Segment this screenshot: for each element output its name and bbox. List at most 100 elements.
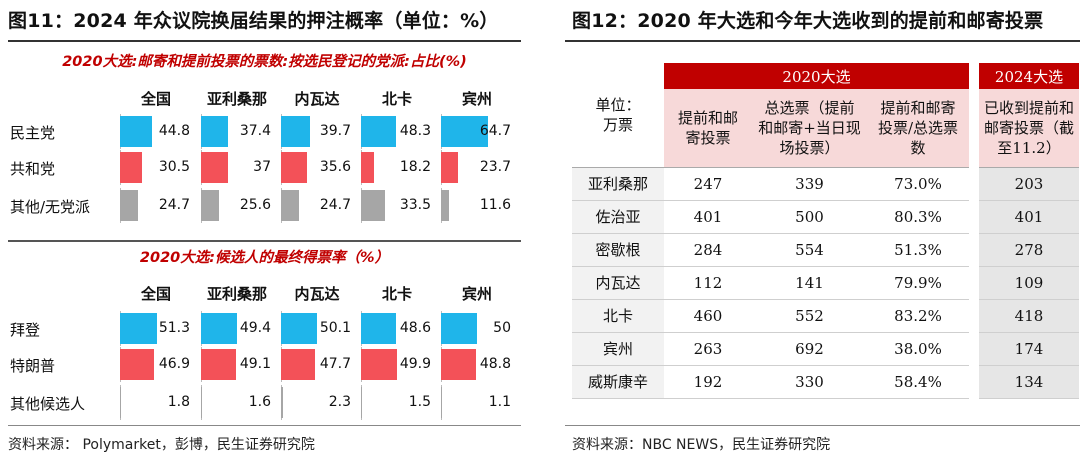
party-share-title: 2020大选:邮寄和提前投票的票数:按选民登记的党派:占比(%) xyxy=(62,54,467,70)
party-share-bar-value: 23.7 xyxy=(479,159,511,175)
fig11-top-rule xyxy=(8,40,521,42)
candidate-share-bar-value: 1.1 xyxy=(488,394,511,410)
candidate-share-col-header: 内瓦达 xyxy=(294,285,340,303)
early-cell: 247 xyxy=(664,167,752,201)
fig12-source: 资料来源：NBC NEWS，民生证券研究院 xyxy=(572,437,831,453)
received-cell: 174 xyxy=(979,332,1079,366)
party-share-bar xyxy=(120,116,153,147)
col-header-early: 提前和邮寄投票 xyxy=(664,89,752,168)
candidate-share-bar-value: 1.6 xyxy=(248,394,271,410)
candidate-share-bar xyxy=(120,313,157,344)
candidate-share-bar-value: 49.4 xyxy=(239,320,271,336)
candidate-share-row-label: 拜登 xyxy=(10,321,41,339)
fig12-top-rule xyxy=(565,40,1080,42)
col-header-share: 提前和邮寄投票/总选票数 xyxy=(867,89,969,168)
section-divider xyxy=(8,240,521,242)
party-share-row-label: 共和党 xyxy=(10,160,56,178)
fig11-source: 资料来源： Polymarket，彭博，民生证券研究院 xyxy=(8,437,315,453)
party-share-bar xyxy=(120,190,138,221)
total-cell: 554 xyxy=(752,233,867,267)
candidate-share-title: 2020大选:候选人的最终得票率（%） xyxy=(139,250,390,266)
party-share-col-header: 北卡 xyxy=(381,90,412,108)
party-share-bar-value: 37 xyxy=(253,159,271,175)
unit-label-cell: 单位：万票 xyxy=(572,63,664,168)
party-share-bar xyxy=(441,116,488,147)
received-cell: 109 xyxy=(979,266,1079,300)
party-share-bar-value: 39.7 xyxy=(319,123,351,139)
fig12-table: 单位：万票 2020大选 2024大选 提前和邮寄投票 总选票（提前和邮寄+当日… xyxy=(572,63,1079,399)
candidate-share-bar-value: 49.1 xyxy=(239,356,271,372)
candidate-share-bar xyxy=(281,349,316,380)
party-share-row-label: 其他/无党派 xyxy=(10,198,91,216)
state-cell: 威斯康辛 xyxy=(572,365,664,399)
fig12-bottom-rule xyxy=(565,425,1080,426)
fig12-title: 图12：2020 年大选和今年大选收到的提前和邮寄投票 xyxy=(572,10,1044,32)
early-cell: 192 xyxy=(664,365,752,399)
candidate-share-bar-value: 1.8 xyxy=(167,394,190,410)
party-share-bar xyxy=(361,152,375,183)
party-share-bar xyxy=(361,116,396,147)
table-row: 内瓦达 112 141 79.9% 109 xyxy=(572,266,1079,300)
early-cell: 284 xyxy=(664,233,752,267)
party-share-bar-value: 25.6 xyxy=(239,197,271,213)
share-cell: 79.9% xyxy=(867,266,969,300)
party-share-bar-value: 24.7 xyxy=(158,197,190,213)
candidate-share-bar-value: 50.1 xyxy=(319,320,351,336)
candidate-share-bar-value: 46.9 xyxy=(158,356,190,372)
candidate-share-bar xyxy=(201,349,237,380)
total-cell: 552 xyxy=(752,299,867,333)
candidate-share-bar xyxy=(281,313,318,344)
candidate-share-bar xyxy=(201,313,237,344)
state-cell: 密歇根 xyxy=(572,233,664,267)
group-2020-header: 2020大选 xyxy=(664,63,969,89)
candidate-share-bar-value: 47.7 xyxy=(319,356,351,372)
early-cell: 401 xyxy=(664,200,752,234)
party-share-col-header: 宾州 xyxy=(461,90,492,108)
candidate-share-bar xyxy=(441,313,477,344)
table-row: 威斯康辛 192 330 58.4% 134 xyxy=(572,365,1079,399)
share-cell: 80.3% xyxy=(867,200,969,234)
unit-label: 单位：万票 xyxy=(595,95,641,134)
party-share-bar-value: 64.7 xyxy=(479,123,511,139)
received-cell: 203 xyxy=(979,167,1079,201)
candidate-share-col-header: 亚利桑那 xyxy=(206,285,267,303)
table-row: 亚利桑那 247 339 73.0% 203 xyxy=(572,167,1079,201)
candidate-share-col-header: 宾州 xyxy=(461,285,492,303)
party-share-bar xyxy=(441,190,450,221)
share-cell: 73.0% xyxy=(867,167,969,201)
share-cell: 58.4% xyxy=(867,365,969,399)
share-cell: 83.2% xyxy=(867,299,969,333)
state-cell: 佐治亚 xyxy=(572,200,664,234)
total-cell: 141 xyxy=(752,266,867,300)
candidate-share-bar xyxy=(361,387,363,418)
table-row: 密歇根 284 554 51.3% 278 xyxy=(572,233,1079,267)
state-cell: 宾州 xyxy=(572,332,664,366)
candidate-share-bar xyxy=(281,387,283,418)
party-share-bar-value: 24.7 xyxy=(319,197,351,213)
candidate-share-bar-value: 48.8 xyxy=(479,356,511,372)
party-share-bar-value: 18.2 xyxy=(399,159,431,175)
party-share-bar-value: 35.6 xyxy=(319,159,351,175)
total-cell: 330 xyxy=(752,365,867,399)
candidate-share-col-header: 北卡 xyxy=(381,285,412,303)
party-share-bar-value: 48.3 xyxy=(399,123,431,139)
early-cell: 460 xyxy=(664,299,752,333)
fig11-bottom-rule xyxy=(8,425,521,426)
candidate-share-bar-value: 50 xyxy=(493,320,511,336)
candidate-share-bar-value: 49.9 xyxy=(399,356,431,372)
candidate-share-bar xyxy=(120,349,154,380)
state-cell: 内瓦达 xyxy=(572,266,664,300)
candidate-share-bar xyxy=(441,387,442,418)
party-share-bar xyxy=(441,152,459,183)
candidate-share-row-label: 特朗普 xyxy=(10,357,56,375)
candidate-share-bar xyxy=(441,349,477,380)
total-cell: 500 xyxy=(752,200,867,234)
party-share-bar-value: 37.4 xyxy=(239,123,271,139)
party-share-col-header: 内瓦达 xyxy=(294,90,340,108)
party-share-bar xyxy=(120,152,142,183)
candidate-share-bar xyxy=(120,387,122,418)
candidate-share-bar xyxy=(201,387,203,418)
candidate-share-bar-value: 1.5 xyxy=(408,394,431,410)
party-share-bar-value: 11.6 xyxy=(479,197,511,213)
party-share-bar xyxy=(201,152,228,183)
